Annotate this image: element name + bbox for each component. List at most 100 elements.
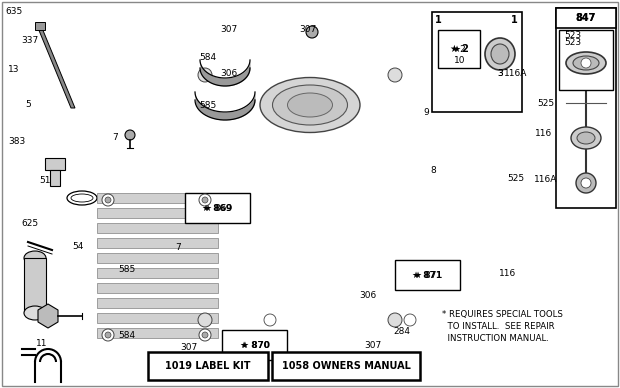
Text: ★ 869: ★ 869 — [204, 203, 232, 213]
Text: ★ 2: ★ 2 — [450, 44, 469, 54]
Text: 523: 523 — [564, 38, 581, 47]
Text: 9: 9 — [423, 108, 430, 117]
Text: 306: 306 — [221, 69, 238, 78]
Bar — [195, 160, 295, 168]
Polygon shape — [250, 285, 430, 335]
Text: 3: 3 — [497, 69, 503, 78]
Text: 116: 116 — [536, 128, 552, 137]
Circle shape — [581, 178, 591, 188]
Bar — [185, 193, 250, 223]
Bar — [97, 313, 218, 323]
Bar — [45, 158, 65, 170]
Circle shape — [102, 194, 114, 206]
Text: ReplacementParts.com: ReplacementParts.com — [246, 225, 374, 235]
Text: ★ 869: ★ 869 — [203, 203, 232, 213]
Circle shape — [202, 332, 208, 338]
Bar — [97, 253, 218, 263]
Text: 116: 116 — [498, 269, 516, 278]
Bar — [185, 52, 435, 342]
Text: ★ 871: ★ 871 — [414, 270, 442, 279]
Bar — [50, 170, 60, 186]
Text: 307: 307 — [180, 343, 198, 352]
Text: 13: 13 — [8, 65, 19, 74]
Bar — [195, 145, 295, 153]
Ellipse shape — [571, 127, 601, 149]
Text: 307: 307 — [221, 24, 238, 34]
Circle shape — [264, 314, 276, 326]
Text: 625: 625 — [21, 218, 38, 228]
Bar — [195, 130, 295, 138]
Circle shape — [202, 197, 208, 203]
Text: 54: 54 — [72, 242, 83, 251]
Ellipse shape — [485, 38, 515, 70]
Bar — [97, 208, 218, 218]
Bar — [148, 352, 268, 380]
Ellipse shape — [273, 85, 347, 125]
Circle shape — [198, 313, 212, 327]
Bar — [272, 352, 420, 380]
Text: 383: 383 — [9, 137, 26, 146]
Circle shape — [105, 197, 111, 203]
Bar — [556, 8, 616, 208]
Circle shape — [198, 68, 212, 82]
Text: 5: 5 — [25, 100, 31, 109]
Text: 7: 7 — [112, 133, 118, 142]
Text: 7: 7 — [175, 244, 181, 253]
Bar — [438, 30, 480, 68]
Text: 523: 523 — [564, 31, 581, 40]
Circle shape — [102, 329, 114, 341]
Bar — [559, 30, 613, 90]
Bar — [395, 260, 460, 290]
Text: 584: 584 — [200, 54, 216, 62]
Bar — [432, 12, 522, 112]
Text: 337: 337 — [21, 36, 38, 45]
Bar — [95, 185, 220, 350]
Bar — [24, 258, 46, 313]
Text: ★ 870: ★ 870 — [241, 341, 269, 350]
Text: 116A: 116A — [504, 69, 528, 78]
Text: 307: 307 — [299, 26, 317, 35]
Text: 525: 525 — [507, 174, 525, 183]
Text: 1: 1 — [435, 15, 441, 25]
Ellipse shape — [220, 65, 400, 125]
Text: 584: 584 — [118, 331, 136, 340]
Bar — [97, 298, 218, 308]
Bar — [222, 330, 287, 360]
Bar — [97, 238, 218, 248]
Circle shape — [199, 329, 211, 341]
Text: 1019 LABEL KIT: 1019 LABEL KIT — [166, 361, 250, 371]
Text: 8: 8 — [430, 166, 436, 175]
Text: 847: 847 — [576, 13, 596, 23]
Circle shape — [404, 314, 416, 326]
Ellipse shape — [24, 251, 46, 265]
Circle shape — [388, 313, 402, 327]
Text: 307: 307 — [365, 341, 382, 350]
Circle shape — [388, 68, 402, 82]
Circle shape — [199, 194, 211, 206]
Ellipse shape — [260, 78, 360, 132]
Bar — [97, 268, 218, 278]
Bar — [97, 193, 218, 203]
Bar — [35, 22, 45, 30]
Ellipse shape — [24, 306, 46, 320]
Bar — [97, 283, 218, 293]
Polygon shape — [38, 304, 58, 328]
Text: 635: 635 — [5, 7, 22, 16]
Text: 51: 51 — [39, 176, 50, 185]
Bar — [200, 195, 310, 325]
Text: 847: 847 — [576, 13, 596, 23]
Ellipse shape — [491, 44, 509, 64]
Bar — [97, 328, 218, 338]
Text: 284: 284 — [393, 327, 410, 336]
Text: * REQUIRES SPECIAL TOOLS
  TO INSTALL.  SEE REPAIR
  INSTRUCTION MANUAL.: * REQUIRES SPECIAL TOOLS TO INSTALL. SEE… — [442, 310, 563, 343]
Text: 585: 585 — [200, 100, 216, 109]
Bar — [556, 8, 616, 28]
Ellipse shape — [577, 132, 595, 144]
Polygon shape — [38, 28, 75, 108]
Bar — [97, 223, 218, 233]
Text: 116A: 116A — [534, 175, 557, 185]
Text: ★ 870: ★ 870 — [239, 341, 270, 350]
Circle shape — [581, 58, 591, 68]
Text: 10: 10 — [454, 55, 466, 65]
Text: 1: 1 — [511, 15, 517, 25]
